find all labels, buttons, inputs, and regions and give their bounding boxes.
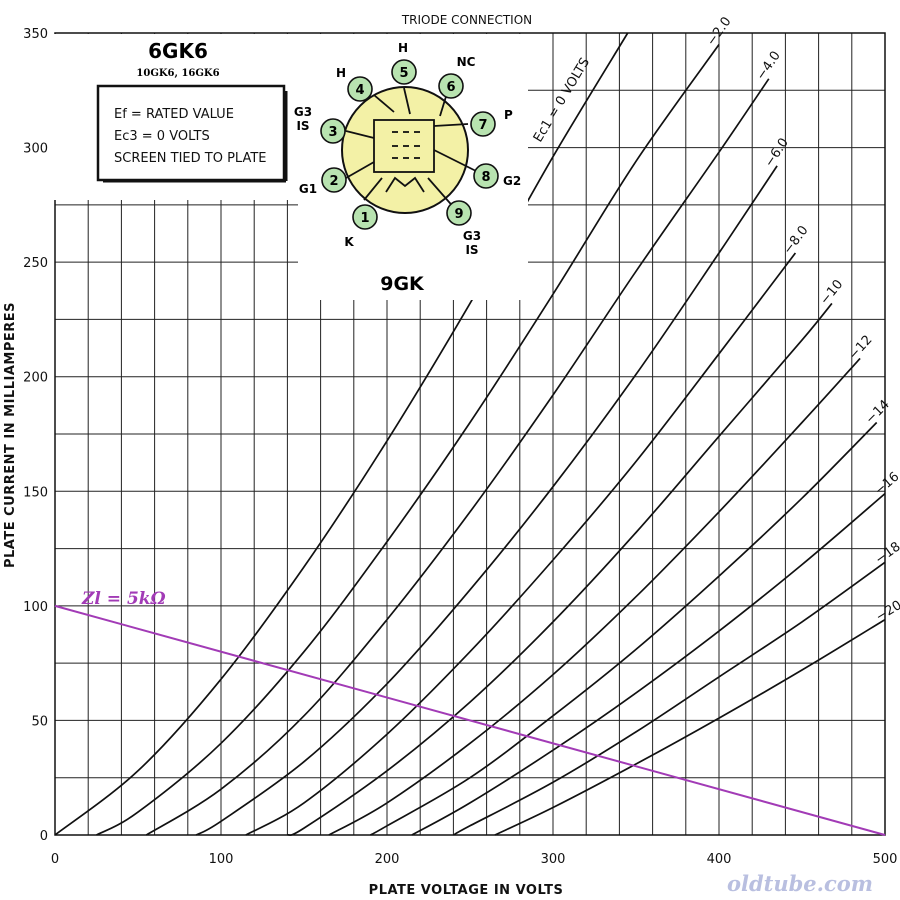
pin-circle <box>320 118 346 144</box>
pin-number: 4 <box>355 83 364 98</box>
pin-label: G2 <box>503 174 521 188</box>
curve-label: −2.0 <box>704 14 735 48</box>
condition-ef: Ef = RATED VALUE <box>114 107 234 122</box>
plate-curve <box>369 421 878 836</box>
pin-circle <box>438 73 464 99</box>
x-axis-title: PLATE VOLTAGE IN VOLTS <box>369 883 564 898</box>
y-tick-label: 250 <box>23 256 48 271</box>
plate-curve <box>54 32 629 836</box>
condition-screen: SCREEN TIED TO PLATE <box>114 151 267 166</box>
x-tick-label: 200 <box>375 852 400 867</box>
curve-label: −16 <box>872 469 900 498</box>
pin-circle <box>352 204 378 230</box>
pin-label: K <box>344 235 354 249</box>
pin-label: G3 <box>294 105 312 119</box>
y-tick-label: 350 <box>23 27 48 42</box>
pin-number: 6 <box>446 80 455 95</box>
plot-frame <box>54 32 886 836</box>
watermark: oldtube.com <box>727 871 873 896</box>
curve-label: −14 <box>863 397 893 427</box>
tick-labels: 0 100 200 300 400 500 0 50 100 150 200 250 300 350 <box>23 27 897 867</box>
plate-curve <box>145 78 770 836</box>
pin-label: IS <box>296 119 309 133</box>
chart-title: TRIODE CONNECTION <box>401 13 532 27</box>
plate-curve <box>494 618 886 836</box>
pin-number: 3 <box>328 125 337 140</box>
pin-circle <box>347 76 373 102</box>
tube-envelope <box>341 86 469 214</box>
x-tick-label: 400 <box>707 852 732 867</box>
y-tick-label: 150 <box>23 485 48 500</box>
pin-number: 9 <box>454 207 463 222</box>
pin-circle <box>470 111 496 137</box>
x-tick-label: 0 <box>51 852 59 867</box>
pin-label: IS <box>465 243 478 257</box>
pin-number: 2 <box>329 174 338 189</box>
y-tick-label: 100 <box>23 600 48 615</box>
plate-curve <box>328 357 861 836</box>
base-name: 9GK <box>380 273 425 295</box>
x-tick-label: 100 <box>209 852 234 867</box>
pin-circle <box>473 163 499 189</box>
curve-label: −12 <box>846 333 876 363</box>
condition-ec3: Ec3 = 0 VOLTS <box>114 129 210 144</box>
load-line <box>54 604 886 836</box>
pin-label: NC <box>457 55 476 69</box>
conditions-box <box>96 84 286 182</box>
y-tick-label: 300 <box>23 142 48 157</box>
load-line-label: Zl = 5kΩ <box>81 589 166 609</box>
plate-curve <box>195 165 778 836</box>
pin-number: 5 <box>399 66 408 81</box>
curve-label: −20 <box>873 598 900 625</box>
pin-label: G1 <box>299 182 317 196</box>
curve-label: Ec1 = 0 VOLTS <box>531 55 593 145</box>
tube-name: 6GK6 <box>148 39 208 63</box>
plate-curves <box>54 32 886 837</box>
pin-number: 8 <box>481 170 490 185</box>
pin-circle <box>446 200 472 226</box>
pin-circle <box>391 59 417 85</box>
plate-curve <box>287 302 833 837</box>
pin-label: H <box>336 66 346 80</box>
tube-info: 6GK6 10GK6, 16GK6 Ef = RATED VALUE Ec3 =… <box>52 34 302 200</box>
curve-label: −18 <box>873 539 900 567</box>
x-tick-label: 300 <box>541 852 566 867</box>
y-axis-title: PLATE CURRENT IN MILLIAMPERES <box>3 302 18 568</box>
tube-variants: 10GK6, 16GK6 <box>136 68 219 79</box>
plate-curve <box>245 252 797 836</box>
pin-number: 7 <box>478 118 487 133</box>
pin-number: 1 <box>360 211 369 226</box>
curve-label: −10 <box>817 277 846 308</box>
y-tick-label: 0 <box>40 829 48 844</box>
plate-curve <box>96 44 720 836</box>
pin-label: H <box>398 41 408 55</box>
electrode-structure-icon <box>345 87 479 211</box>
y-tick-label: 200 <box>23 371 48 386</box>
x-tick-label: 500 <box>873 852 898 867</box>
plate-curve <box>411 492 886 836</box>
pin-circle <box>321 167 347 193</box>
curve-label: −6.0 <box>762 136 792 171</box>
curve-label: −4.0 <box>754 49 784 84</box>
pin-label: G3 <box>463 229 481 243</box>
pin-label: P <box>504 108 513 122</box>
plate-curve <box>452 561 886 836</box>
y-tick-label: 50 <box>31 714 48 729</box>
